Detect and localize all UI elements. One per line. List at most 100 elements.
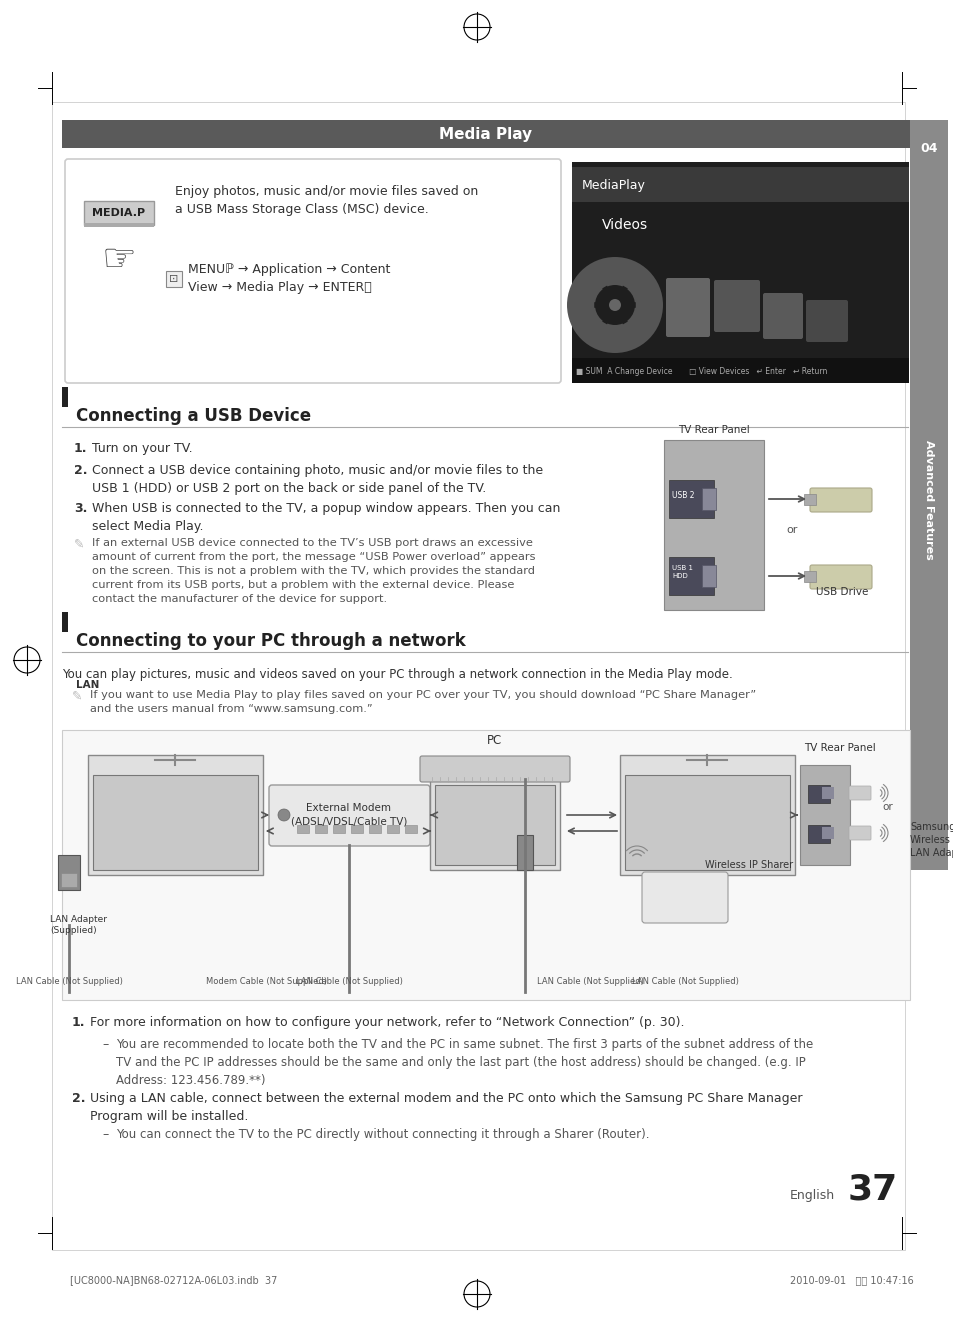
Bar: [701, 487, 716, 510]
Circle shape: [595, 285, 635, 325]
Text: Enjoy photos, music and/or movie files saved on
a USB Mass Storage Class (MSC) d: Enjoy photos, music and/or movie files s…: [174, 185, 477, 215]
Bar: [619, 756, 794, 875]
Text: When USB is connected to the TV, a popup window appears. Then you can
select Med: When USB is connected to the TV, a popup…: [91, 502, 559, 532]
Bar: [663, 440, 763, 610]
Text: You are recommended to locate both the TV and the PC in same subnet. The first 3: You are recommended to locate both the T…: [116, 1038, 812, 1087]
Bar: [314, 826, 327, 834]
FancyBboxPatch shape: [641, 872, 727, 923]
Text: ✎: ✎: [71, 690, 82, 703]
Text: TV Rear Panel: TV Rear Panel: [803, 742, 875, 753]
Bar: [333, 826, 345, 834]
Text: You can play pictures, music and videos saved on your PC through a network conne: You can play pictures, music and videos …: [62, 668, 732, 682]
Text: English: English: [789, 1189, 834, 1202]
Bar: [62, 612, 68, 631]
Text: For more information on how to configure your network, refer to “Network Connect: For more information on how to configure…: [90, 1016, 684, 1029]
Bar: [803, 494, 815, 505]
Bar: [435, 785, 555, 865]
Text: You can connect the TV to the PC directly without connecting it through a Sharer: You can connect the TV to the PC directl…: [116, 1128, 649, 1141]
Bar: [387, 826, 398, 834]
FancyBboxPatch shape: [65, 159, 560, 383]
Bar: [624, 775, 789, 871]
Text: Using a LAN cable, connect between the external modem and the PC onto which the : Using a LAN cable, connect between the e…: [90, 1092, 801, 1123]
Text: TV Rear Panel: TV Rear Panel: [678, 425, 749, 435]
Text: 1.: 1.: [71, 1016, 86, 1029]
Text: Modem Cable (Not Supplied): Modem Cable (Not Supplied): [206, 978, 327, 987]
Bar: [701, 565, 716, 587]
Bar: [572, 358, 908, 383]
Bar: [351, 826, 363, 834]
Text: –: –: [102, 1128, 108, 1141]
Text: Videos: Videos: [601, 218, 647, 232]
Bar: [62, 731, 909, 1000]
Text: Samsung
Wireless
LAN Adapter: Samsung Wireless LAN Adapter: [909, 822, 953, 859]
Text: PC: PC: [487, 733, 502, 746]
Bar: [84, 223, 153, 227]
Bar: [84, 201, 153, 225]
Text: External Modem
(ADSL/VDSL/Cable TV): External Modem (ADSL/VDSL/Cable TV): [291, 803, 407, 827]
Text: 1.: 1.: [74, 443, 88, 454]
Bar: [405, 826, 416, 834]
Bar: [800, 765, 849, 865]
Text: 2010-09-01   오전 10:47:16: 2010-09-01 오전 10:47:16: [789, 1275, 913, 1285]
Text: or: or: [785, 524, 797, 535]
Bar: [821, 827, 833, 839]
Circle shape: [277, 808, 290, 820]
Text: USB 2: USB 2: [671, 490, 694, 499]
Bar: [52, 102, 904, 1250]
Text: USB Drive: USB Drive: [815, 587, 867, 597]
FancyBboxPatch shape: [713, 280, 760, 332]
Text: LAN: LAN: [76, 680, 99, 690]
Text: 2.: 2.: [71, 1092, 86, 1104]
Bar: [92, 775, 257, 871]
Text: LAN Cable (Not Supplied): LAN Cable (Not Supplied): [295, 978, 402, 987]
FancyBboxPatch shape: [848, 786, 870, 801]
Bar: [821, 787, 833, 799]
Text: Turn on your TV.: Turn on your TV.: [91, 443, 193, 454]
FancyBboxPatch shape: [809, 565, 871, 589]
Circle shape: [566, 258, 662, 353]
Bar: [668, 480, 713, 518]
Text: ⊡: ⊡: [169, 273, 178, 284]
Text: LAN Adapter
(Supplied): LAN Adapter (Supplied): [50, 915, 107, 935]
Bar: [62, 120, 909, 148]
Text: MENUℙ → Application → Content
View → Media Play → ENTERⓣ: MENUℙ → Application → Content View → Med…: [188, 263, 390, 295]
Bar: [668, 557, 713, 594]
Bar: [803, 571, 815, 583]
Text: 3.: 3.: [74, 502, 88, 515]
Bar: [369, 826, 380, 834]
Text: or: or: [882, 802, 892, 812]
Text: MediaPlay: MediaPlay: [581, 178, 645, 192]
Text: If you want to use Media Play to play files saved on your PC over your TV, you s: If you want to use Media Play to play fi…: [90, 690, 756, 713]
Text: ☞: ☞: [101, 240, 136, 279]
Bar: [517, 835, 533, 871]
Text: Connecting to your PC through a network: Connecting to your PC through a network: [76, 631, 465, 650]
Text: LAN Cable (Not Supplied): LAN Cable (Not Supplied): [631, 978, 738, 987]
FancyBboxPatch shape: [805, 300, 847, 342]
FancyBboxPatch shape: [419, 756, 569, 782]
Bar: [58, 855, 80, 890]
Bar: [572, 162, 908, 380]
Circle shape: [608, 299, 620, 310]
Bar: [430, 775, 559, 871]
Text: 37: 37: [847, 1173, 898, 1207]
Text: 04: 04: [920, 141, 937, 155]
FancyBboxPatch shape: [848, 826, 870, 840]
FancyBboxPatch shape: [665, 277, 709, 337]
Text: LAN Cable (Not Supplied): LAN Cable (Not Supplied): [536, 978, 642, 987]
Text: Wireless IP Sharer: Wireless IP Sharer: [704, 860, 792, 871]
FancyBboxPatch shape: [269, 785, 430, 845]
Bar: [88, 756, 263, 875]
Text: LAN Cable (Not Supplied): LAN Cable (Not Supplied): [15, 978, 122, 987]
Text: –: –: [102, 1038, 108, 1052]
Bar: [62, 387, 68, 407]
Bar: [909, 120, 947, 871]
Text: MEDIA.P: MEDIA.P: [92, 207, 146, 218]
Text: Advanced Features: Advanced Features: [923, 440, 933, 560]
Text: Connecting a USB Device: Connecting a USB Device: [76, 407, 311, 425]
Bar: [572, 166, 908, 202]
Bar: [61, 873, 77, 886]
FancyBboxPatch shape: [809, 487, 871, 513]
Text: ■ SUM  A Change Device       □ View Devices   ↵ Enter   ↩ Return: ■ SUM A Change Device □ View Devices ↵ E…: [576, 366, 826, 375]
Text: [UC8000-NA]BN68-02712A-06L03.indb  37: [UC8000-NA]BN68-02712A-06L03.indb 37: [70, 1275, 277, 1285]
Text: ✎: ✎: [74, 538, 85, 551]
